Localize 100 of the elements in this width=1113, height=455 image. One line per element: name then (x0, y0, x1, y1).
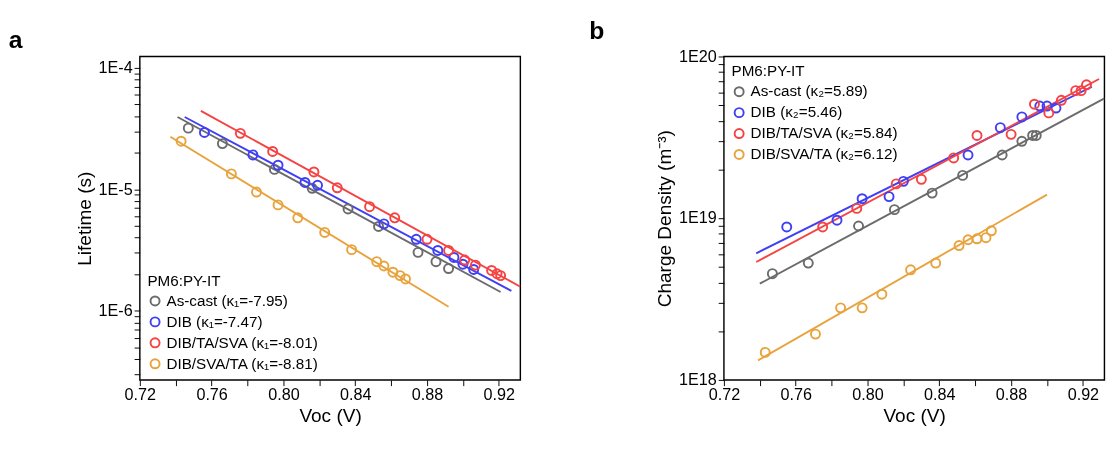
point (953, 240, 965, 251)
point (948, 152, 960, 164)
point (373, 221, 385, 232)
point (331, 182, 343, 194)
point (1081, 79, 1092, 91)
point (251, 186, 262, 198)
point (1016, 135, 1028, 147)
point (781, 221, 793, 233)
point (831, 214, 843, 226)
point (306, 182, 318, 194)
x-tick-label: 0.72 (124, 385, 157, 404)
legend-title: PM6:PY-IT (147, 271, 221, 289)
point (980, 232, 992, 244)
point (378, 260, 390, 272)
point (1070, 85, 1082, 97)
y-tick-label: 1E-4 (98, 58, 133, 77)
point (996, 149, 1008, 161)
point (182, 122, 194, 134)
point (853, 220, 864, 232)
point (175, 135, 187, 147)
point (371, 256, 383, 268)
point (926, 187, 938, 199)
point (247, 149, 259, 161)
point (443, 245, 455, 256)
point (888, 204, 900, 216)
point (430, 256, 442, 268)
point (1041, 100, 1053, 112)
x-tick-label: 0.92 (1067, 385, 1100, 404)
point (319, 226, 331, 238)
point (810, 328, 821, 340)
point (292, 212, 304, 224)
point (198, 126, 210, 138)
point (802, 257, 814, 269)
x-tick-label: 0.80 (268, 385, 300, 404)
legend-title: PM6:PY-IT (731, 62, 805, 80)
point (457, 258, 469, 270)
point (962, 149, 974, 161)
point (308, 166, 320, 178)
point (364, 201, 376, 213)
point (342, 203, 354, 215)
x-tick-label: 0.76 (780, 385, 812, 404)
point (851, 202, 863, 214)
point (410, 233, 422, 245)
point (1043, 107, 1055, 119)
point (905, 264, 917, 276)
x-tick-label: 0.80 (852, 385, 884, 404)
legend-label: DIB/TA/SVA (κ₂=5.84) (750, 124, 898, 142)
point (389, 212, 401, 224)
legend-label: DIB/TA/SVA (κ₁=-8.01) (166, 333, 318, 351)
point (1055, 94, 1067, 106)
point (1050, 102, 1062, 114)
y-axis-title: Lifetime (s) (73, 171, 95, 266)
legend-label: DIB/SVA/TA (κ₁=-8.81) (166, 354, 318, 372)
point (890, 178, 902, 190)
x-tick-label: 0.84 (924, 385, 956, 404)
point (443, 263, 455, 274)
point (378, 218, 390, 230)
point (400, 273, 411, 285)
legend-label: As-cast (κ₂=5.89) (750, 82, 868, 100)
point (459, 254, 471, 266)
point (346, 244, 358, 256)
point (312, 179, 323, 191)
y-tick-label: 1E-5 (98, 179, 133, 198)
point (1075, 85, 1087, 97)
legend-label: DIB (κ₂=5.46) (750, 103, 843, 121)
x-tick-label: 0.88 (411, 385, 444, 404)
legend-label: As-cast (κ₁=-7.95) (166, 291, 288, 309)
point (470, 259, 481, 271)
point (387, 266, 399, 278)
chart-title: b (589, 17, 605, 45)
point (971, 233, 983, 245)
point (1028, 98, 1040, 110)
x-axis-title: Voc (V) (883, 405, 946, 427)
legend-label: DIB/SVA/TA (κ₂=6.12) (750, 145, 898, 163)
x-tick-label: 0.84 (339, 385, 372, 404)
y-tick-label: 1E19 (679, 208, 717, 227)
point (930, 257, 942, 269)
point (957, 169, 969, 181)
point (394, 270, 406, 282)
point (766, 268, 778, 280)
y-tick-label: 1E20 (679, 46, 717, 65)
point (876, 288, 888, 300)
y-axis-title: Charge Density (m⁻³) (654, 130, 676, 308)
point (1034, 100, 1046, 112)
point (962, 234, 974, 246)
point (491, 268, 503, 280)
point (985, 225, 997, 237)
point (272, 199, 284, 211)
point (486, 265, 498, 276)
point (856, 302, 868, 314)
point (225, 168, 237, 180)
point (267, 146, 279, 157)
point (883, 191, 895, 203)
point (299, 176, 311, 188)
x-tick-label: 0.76 (196, 385, 228, 404)
point (1016, 111, 1028, 123)
point (856, 193, 868, 205)
point (835, 302, 847, 314)
point (272, 159, 284, 171)
point (216, 138, 228, 150)
